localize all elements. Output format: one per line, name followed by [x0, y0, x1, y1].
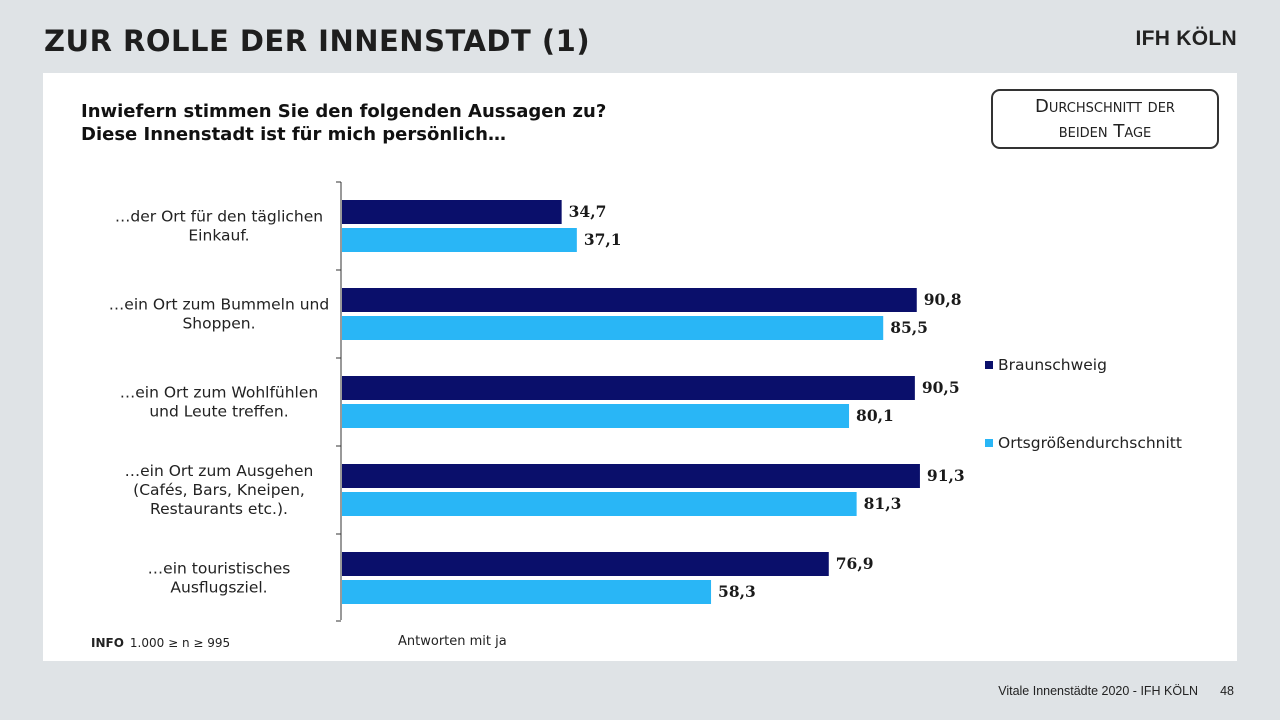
category-label: …ein Ort zum Wohlfühlen und Leute treffen…: [120, 384, 318, 421]
page-number: 48: [1220, 684, 1234, 698]
footer: Vitale Innenstädte 2020 - IFH KÖLN 48: [998, 684, 1234, 698]
footer-source: Vitale Innenstädte 2020 - IFH KÖLN: [998, 684, 1199, 698]
bar-braunschweig: [342, 464, 920, 488]
bar-braunschweig: [342, 376, 915, 400]
page-title: ZUR ROLLE DER INNENSTADT (1): [44, 24, 591, 58]
category-label-line: …ein touristisches: [148, 560, 291, 578]
brand-logo: IFH KÖLN: [1135, 27, 1237, 50]
bar-braunschweig: [342, 200, 562, 224]
data-label: 90,5: [922, 378, 960, 397]
legend-label: Braunschweig: [998, 356, 1107, 374]
category-label-line: …der Ort für den täglichen: [115, 208, 323, 226]
data-label: 76,9: [836, 554, 874, 573]
question-line-2: Diese Innenstadt ist für mich persönlich…: [81, 124, 506, 145]
bar-braunschweig: [342, 552, 829, 576]
data-label: 37,1: [584, 230, 622, 249]
category-label-line: (Cafés, Bars, Kneipen,: [133, 481, 305, 499]
category-label: …ein Ort zum Bummeln und Shoppen.: [109, 296, 329, 333]
data-label: 81,3: [864, 494, 902, 513]
question-text: Inwiefern stimmen Sie den folgenden Auss…: [81, 100, 606, 146]
category-label-line: Einkauf.: [188, 227, 249, 245]
legend-swatch: [985, 361, 993, 369]
category-label-line: Ausflugsziel.: [170, 579, 267, 597]
info-sample-size: 1.000 ≥ n ≥ 995: [129, 636, 231, 650]
data-label: 58,3: [718, 582, 756, 601]
data-label: 90,8: [924, 290, 962, 309]
bar-ortsgroessendurchschnitt: [342, 492, 857, 516]
average-badge: Durchschnitt der beiden Tage: [991, 89, 1219, 149]
legend-label: Ortsgrößendurchschnitt: [998, 434, 1182, 452]
category-label-line: Restaurants etc.).: [150, 500, 288, 518]
category-label-line: …ein Ort zum Bummeln und: [109, 296, 329, 314]
info-note: INFO 1.000 ≥ n ≥ 995: [91, 636, 230, 650]
category-label: …ein Ort zum Ausgehen (Cafés, Bars, Kneip…: [125, 462, 314, 518]
data-label: 34,7: [569, 202, 607, 221]
bar-braunschweig: [342, 288, 917, 312]
data-label: 91,3: [927, 466, 965, 485]
category-label: …ein touristisches Ausflugsziel.: [148, 560, 291, 597]
data-label: 85,5: [890, 318, 928, 337]
category-label-line: …ein Ort zum Wohlfühlen: [120, 384, 318, 402]
legend-swatch: [985, 439, 993, 447]
bar-ortsgroessendurchschnitt: [342, 228, 577, 252]
average-badge-label: Durchschnitt der beiden Tage: [1035, 96, 1175, 142]
x-axis-label: Antworten mit ja: [398, 634, 507, 649]
category-label-line: Shoppen.: [182, 315, 255, 333]
bar-ortsgroessendurchschnitt: [342, 580, 712, 604]
question-line-1: Inwiefern stimmen Sie den folgenden Auss…: [81, 101, 607, 122]
category-label-line: und Leute treffen.: [149, 403, 288, 421]
data-label: 80,1: [856, 406, 894, 425]
category-label-line: …ein Ort zum Ausgehen: [125, 462, 314, 480]
bar-ortsgroessendurchschnitt: [342, 316, 884, 340]
bar-ortsgroessendurchschnitt: [342, 404, 850, 428]
info-label: INFO: [91, 636, 124, 650]
category-label: …der Ort für den täglichen Einkauf.: [115, 208, 323, 245]
